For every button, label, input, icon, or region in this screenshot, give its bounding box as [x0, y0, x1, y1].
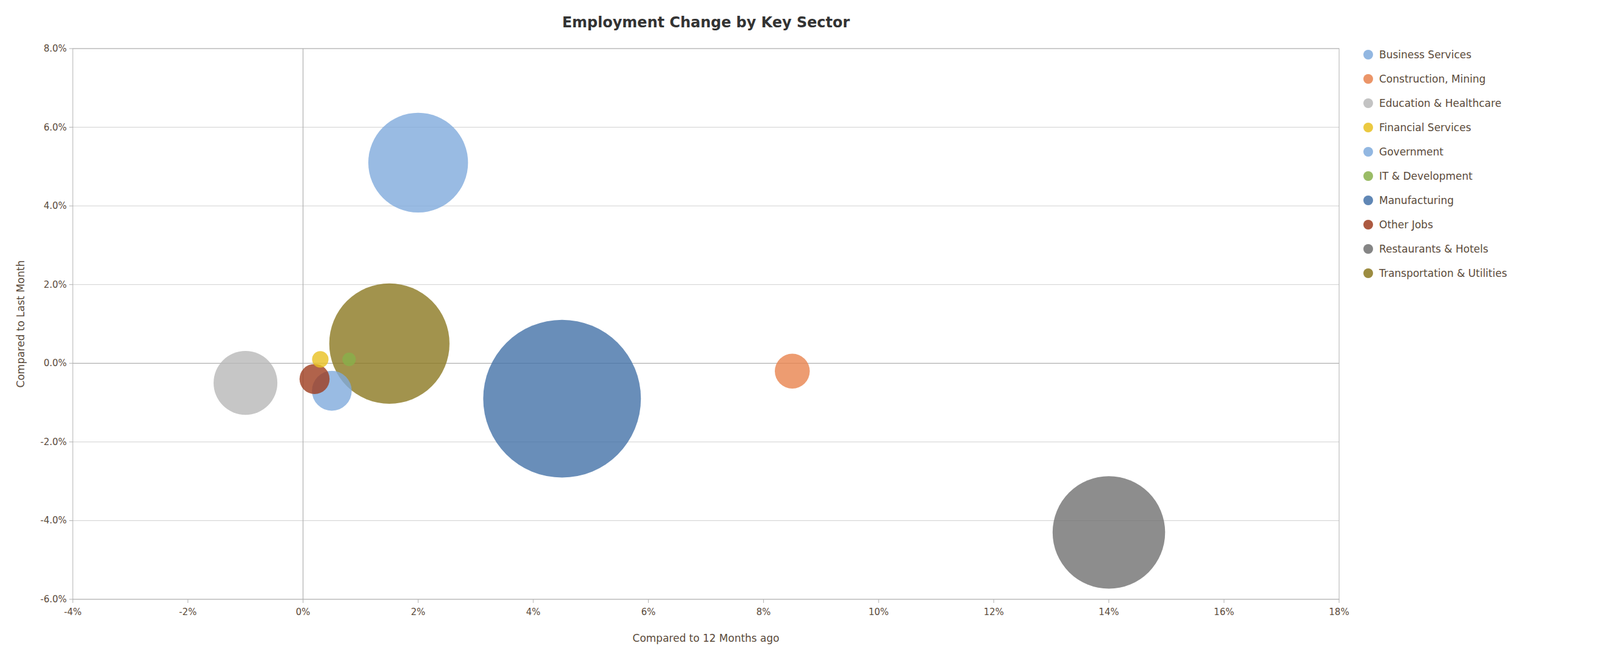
x-tick [648, 598, 649, 603]
legend-label: Transportation & Utilities [1378, 266, 1508, 280]
y-tick [69, 283, 73, 285]
bubble [299, 363, 331, 394]
chart: Employment Change by Key Sector -6.0% -4.0… [0, 0, 1600, 660]
legend-swatch [1363, 122, 1374, 133]
x-tick-label: 14% [1098, 606, 1119, 618]
y-tick [69, 519, 73, 521]
y-tick [69, 126, 73, 128]
x-tick-label: -2% [178, 606, 197, 618]
grid-line [72, 283, 1340, 285]
y-tick [69, 362, 73, 364]
legend-swatch [1363, 219, 1374, 230]
bubble [342, 352, 356, 366]
x-tick-label: 4% [526, 606, 541, 618]
legend-swatch [1363, 98, 1374, 109]
y-tick-label: -4.0% [40, 514, 67, 526]
legend-label: Government [1379, 145, 1444, 158]
legend: Business Services Construction, Mining Edu… [1363, 48, 1508, 280]
y-tick-label: 0.0% [43, 357, 67, 369]
legend-label: Restaurants & Hotels [1379, 242, 1489, 255]
x-tick [878, 598, 880, 603]
background [0, 0, 1600, 660]
y-tick [69, 441, 73, 442]
grid-line [72, 205, 1340, 207]
legend-swatch [1363, 195, 1374, 206]
x-tick-label: 8% [756, 606, 771, 618]
plot-frame [72, 48, 1340, 599]
y-tick-label: -6.0% [40, 593, 67, 605]
x-tick [72, 598, 74, 603]
y-tick-label: 6.0% [43, 121, 67, 133]
legend-swatch [1363, 171, 1374, 181]
x-tick-label: 6% [641, 606, 656, 618]
x-tick-label: 2% [410, 606, 426, 618]
x-tick [1339, 598, 1340, 603]
legend-swatch [1363, 49, 1374, 60]
zero-line [302, 48, 304, 599]
grid-line [72, 441, 1340, 442]
bubble [482, 319, 641, 478]
legend-swatch [1363, 74, 1374, 84]
grid-line [72, 126, 1340, 128]
x-tick [187, 598, 189, 603]
x-tick [763, 598, 764, 603]
x-tick [1108, 598, 1110, 603]
x-tick [1223, 598, 1225, 603]
y-tick-label: -2.0% [40, 436, 67, 448]
legend-swatch [1363, 146, 1374, 157]
y-axis-label: Compared to Last Month [14, 260, 27, 388]
grid [72, 48, 1340, 599]
legend-label: IT & Development [1379, 169, 1473, 183]
x-tick [993, 598, 994, 603]
bubble [368, 112, 468, 213]
y-tick [69, 205, 73, 207]
legend-label: Manufacturing [1379, 194, 1454, 207]
x-tick-label: -4% [63, 606, 82, 618]
y-tick-label: 4.0% [43, 200, 67, 212]
bubble [311, 350, 329, 368]
y-tick [69, 48, 73, 50]
x-tick-label: 16% [1214, 606, 1235, 618]
title: Employment Change by Key Sector [561, 13, 850, 31]
bubble [213, 350, 278, 415]
y-tick [69, 598, 73, 600]
y-tick-label: 2.0% [43, 279, 67, 291]
x-tick [532, 598, 534, 603]
y-tick-label: 8.0% [43, 43, 67, 55]
x-tick-label: 10% [868, 606, 889, 618]
legend-label: Construction, Mining [1379, 72, 1486, 85]
bubble [1052, 475, 1165, 588]
x-tick [302, 598, 304, 603]
legend-label: Financial Services [1379, 121, 1472, 134]
x-tick-label: 18% [1328, 606, 1349, 618]
bubble [774, 353, 811, 389]
legend-swatch [1363, 268, 1374, 278]
x-tick-label: 12% [983, 606, 1004, 618]
x-tick-label: 0% [296, 606, 311, 618]
x-axis-label: Compared to 12 Months ago [632, 631, 780, 644]
legend-label: Education & Healthcare [1379, 97, 1502, 110]
legend-label: Business Services [1379, 48, 1472, 61]
x-tick [418, 598, 419, 603]
legend-label: Other Jobs [1379, 218, 1434, 231]
legend-swatch [1363, 243, 1374, 254]
bubbles [213, 112, 1165, 589]
